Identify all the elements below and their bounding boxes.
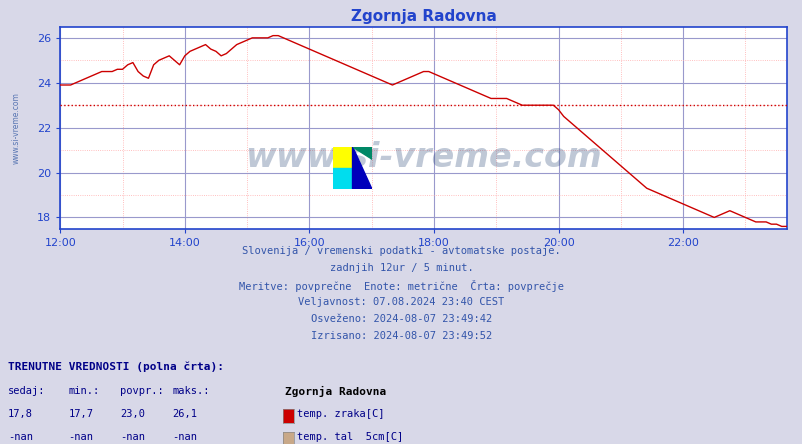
Text: www.si-vreme.com: www.si-vreme.com: [12, 92, 21, 163]
Text: TRENUTNE VREDNOSTI (polna črta):: TRENUTNE VREDNOSTI (polna črta):: [8, 362, 224, 373]
Text: povpr.:: povpr.:: [120, 386, 164, 396]
Polygon shape: [333, 147, 352, 168]
Polygon shape: [333, 168, 352, 189]
Text: maks.:: maks.:: [172, 386, 210, 396]
Text: Zgornja Radovna: Zgornja Radovna: [285, 386, 386, 397]
Text: -nan: -nan: [120, 432, 145, 442]
Polygon shape: [352, 147, 371, 159]
Polygon shape: [352, 147, 371, 189]
Text: Veljavnost: 07.08.2024 23:40 CEST: Veljavnost: 07.08.2024 23:40 CEST: [298, 297, 504, 307]
Text: Osveženo: 2024-08-07 23:49:42: Osveženo: 2024-08-07 23:49:42: [310, 314, 492, 324]
Text: 17,7: 17,7: [68, 409, 93, 420]
Text: www.si-vreme.com: www.si-vreme.com: [245, 142, 602, 174]
Text: zadnjih 12ur / 5 minut.: zadnjih 12ur / 5 minut.: [329, 263, 473, 274]
Text: min.:: min.:: [68, 386, 99, 396]
Text: -nan: -nan: [8, 432, 33, 442]
Text: 23,0: 23,0: [120, 409, 145, 420]
Text: 26,1: 26,1: [172, 409, 197, 420]
Text: Slovenija / vremenski podatki - avtomatske postaje.: Slovenija / vremenski podatki - avtomats…: [242, 246, 560, 257]
Text: Meritve: povprečne  Enote: metrične  Črta: povprečje: Meritve: povprečne Enote: metrične Črta:…: [239, 280, 563, 292]
Text: temp. tal  5cm[C]: temp. tal 5cm[C]: [297, 432, 403, 442]
Text: -nan: -nan: [172, 432, 197, 442]
Text: sedaj:: sedaj:: [8, 386, 46, 396]
Text: Izrisano: 2024-08-07 23:49:52: Izrisano: 2024-08-07 23:49:52: [310, 331, 492, 341]
Text: 17,8: 17,8: [8, 409, 33, 420]
Title: Zgornja Radovna: Zgornja Radovna: [350, 9, 496, 24]
Text: -nan: -nan: [68, 432, 93, 442]
Text: temp. zraka[C]: temp. zraka[C]: [297, 409, 384, 420]
